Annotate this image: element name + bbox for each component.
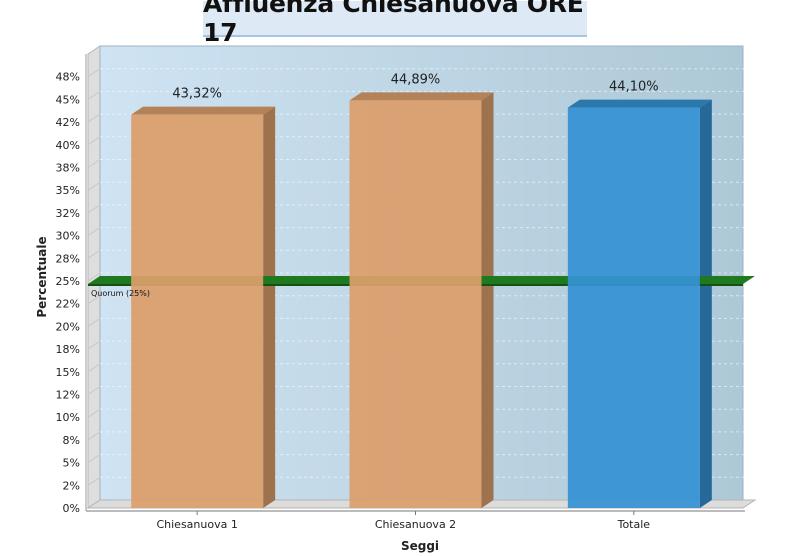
y-tick-label: 25%: [56, 275, 80, 288]
y-tick-label: 35%: [56, 184, 80, 197]
y-tick-label: 30%: [56, 230, 80, 243]
y-tick-label: 8%: [63, 434, 80, 447]
labels: 43,32% Chiesanuova 1 44,89% Chiesanuova 2 44…: [91, 72, 659, 531]
gridline-side: [87, 272, 101, 282]
y-tick-labels: 0% 2% 5% 8% 10% 12% 15% 18% 20% 22% 25% 28% 30% 32% 35…: [56, 71, 80, 515]
bar-front-face: [349, 100, 482, 508]
bar-top: [131, 106, 276, 115]
gridline-side: [87, 295, 101, 305]
y-tick-label: 10%: [56, 411, 80, 424]
y-tick-label: 45%: [56, 93, 80, 106]
gridline-side: [87, 476, 101, 486]
y-axis-title: Percentuale: [35, 236, 49, 317]
bar-value-label: 44,89%: [391, 72, 441, 87]
y-tick-label: 15%: [56, 366, 80, 379]
gridline-side: [87, 90, 101, 100]
bar-1: [131, 106, 276, 508]
x-tick-label: Chiesanuova 1: [156, 518, 237, 531]
bar-front-face: [567, 107, 700, 509]
bars-front: [131, 100, 700, 509]
bar-top: [567, 99, 712, 108]
bar-value-label: 44,10%: [609, 80, 659, 95]
bar-front-face: [131, 114, 264, 508]
chart-title-box: Affluenza Chiesanuova ORE 17: [203, 0, 587, 47]
bar-top: [349, 92, 494, 101]
gridline-side: [87, 136, 101, 146]
x-tick-label: Totale: [617, 518, 651, 531]
gridline-side: [87, 159, 101, 168]
y-tick-label: 2%: [63, 479, 80, 492]
y-tick-label: 0%: [63, 502, 80, 515]
gridline-side: [87, 408, 101, 418]
y-tick-label: 40%: [56, 139, 80, 152]
y-tick-label: 5%: [63, 457, 80, 470]
gridline-side: [87, 113, 101, 123]
y-tick-label: 28%: [56, 252, 80, 265]
bars: [131, 92, 712, 509]
y-tick-label: 48%: [56, 71, 80, 84]
gridline-side: [87, 431, 101, 441]
x-axis-title: Seggi: [401, 539, 439, 553]
bar-2: [349, 92, 494, 508]
gridline-side: [87, 68, 101, 78]
y-tick-label: 42%: [56, 116, 80, 129]
gridline-side: [87, 386, 101, 395]
gridline-side: [87, 340, 101, 350]
bar-front-1: [131, 114, 264, 508]
y-tick-label: 32%: [56, 207, 80, 220]
gridline-side: [87, 227, 101, 237]
gridline-side: [87, 249, 101, 259]
x-tick-label: Chiesanuova 2: [375, 518, 456, 531]
y-tick-label: 20%: [56, 320, 80, 333]
gridline-side: [87, 181, 101, 191]
gridline-side: [87, 204, 101, 214]
gridline-side: [87, 454, 101, 464]
bar-side: [699, 99, 712, 509]
bar-front-2: [349, 100, 482, 508]
bar-3: [567, 99, 712, 509]
bar-value-label: 43,32%: [172, 87, 222, 102]
bar-side: [481, 92, 494, 508]
y-tick-label: 18%: [56, 343, 80, 356]
quorum-label: Quorum (25%): [91, 289, 150, 298]
chart-title: Affluenza Chiesanuova ORE 17: [203, 0, 584, 47]
bar-side: [263, 106, 276, 508]
gridline-side: [87, 317, 101, 327]
bar-front-3: [567, 107, 700, 509]
y-tick-label: 38%: [56, 162, 80, 175]
y-tick-label: 22%: [56, 298, 80, 311]
y-tick-label: 12%: [56, 389, 80, 402]
gridline-side: [87, 363, 101, 373]
